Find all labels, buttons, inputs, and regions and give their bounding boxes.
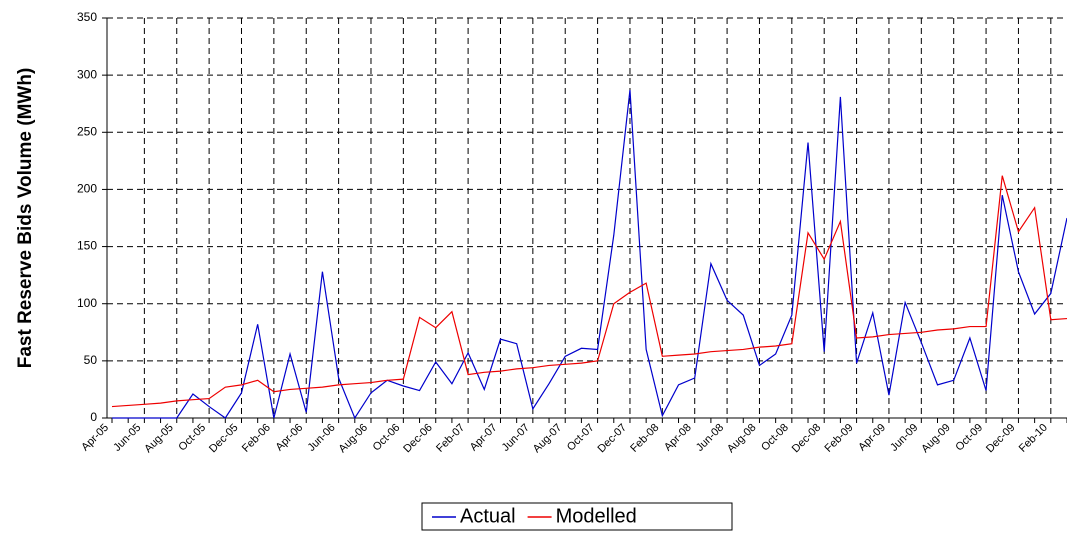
x-tick-label: Oct-08 [759,422,791,454]
x-tick-label: Feb-08 [628,422,661,455]
x-tick-label: Feb-06 [240,422,273,455]
x-tick-label: Jun-06 [305,422,337,454]
x-tick-label: Feb-07 [434,422,467,455]
x-tick-label: Dec-09 [984,422,1018,456]
x-tick-label: Oct-09 [953,422,985,454]
x-tick-label: Dec-05 [207,422,241,456]
y-tick-label: 200 [77,182,97,196]
x-tick-label: Feb-10 [1017,422,1050,455]
x-tick-label: Aug-05 [142,422,176,456]
x-tick-label: Feb-09 [823,422,856,455]
y-tick-label: 350 [77,10,97,24]
x-tick-label: Jun-09 [888,422,920,454]
x-tick-label: Dec-06 [401,422,435,456]
x-tick-label: Apr-08 [662,422,694,454]
x-tick-label: Aug-09 [919,422,953,456]
x-tick-label: Apr-05 [79,422,111,454]
x-tick-label: Aug-06 [337,422,371,456]
y-tick-label: 150 [77,239,97,253]
x-tick-label: Apr-07 [468,422,500,454]
y-axis-label: Fast Reserve Bids Volume (MWh) [15,68,36,369]
x-tick-label: Jun-07 [500,422,532,454]
legend-label: Modelled [556,505,637,527]
x-tick-label: Oct-06 [371,422,403,454]
y-tick-label: 100 [77,296,97,310]
x-tick-label: Jun-08 [694,422,726,454]
series-line [111,175,1067,408]
y-tick-label: 300 [77,67,97,81]
y-tick-label: 0 [90,410,97,424]
legend-label: Actual [460,505,516,527]
x-tick-label: Aug-07 [531,422,565,456]
x-tick-label: Oct-07 [565,422,597,454]
series-line [112,89,1067,420]
x-tick-label: Aug-08 [725,422,759,456]
legend-box [421,502,733,531]
x-tick-label: Apr-09 [856,422,888,454]
x-tick-label: Dec-07 [596,422,630,456]
x-tick-label: Apr-06 [274,422,306,454]
x-tick-label: Oct-05 [176,422,208,454]
y-tick-label: 250 [77,124,97,138]
x-tick-label: Jun-05 [111,422,143,454]
y-tick-label: 50 [84,353,98,367]
legend: Actual Modelled [421,502,733,531]
x-tick-label: Dec-08 [790,422,824,456]
